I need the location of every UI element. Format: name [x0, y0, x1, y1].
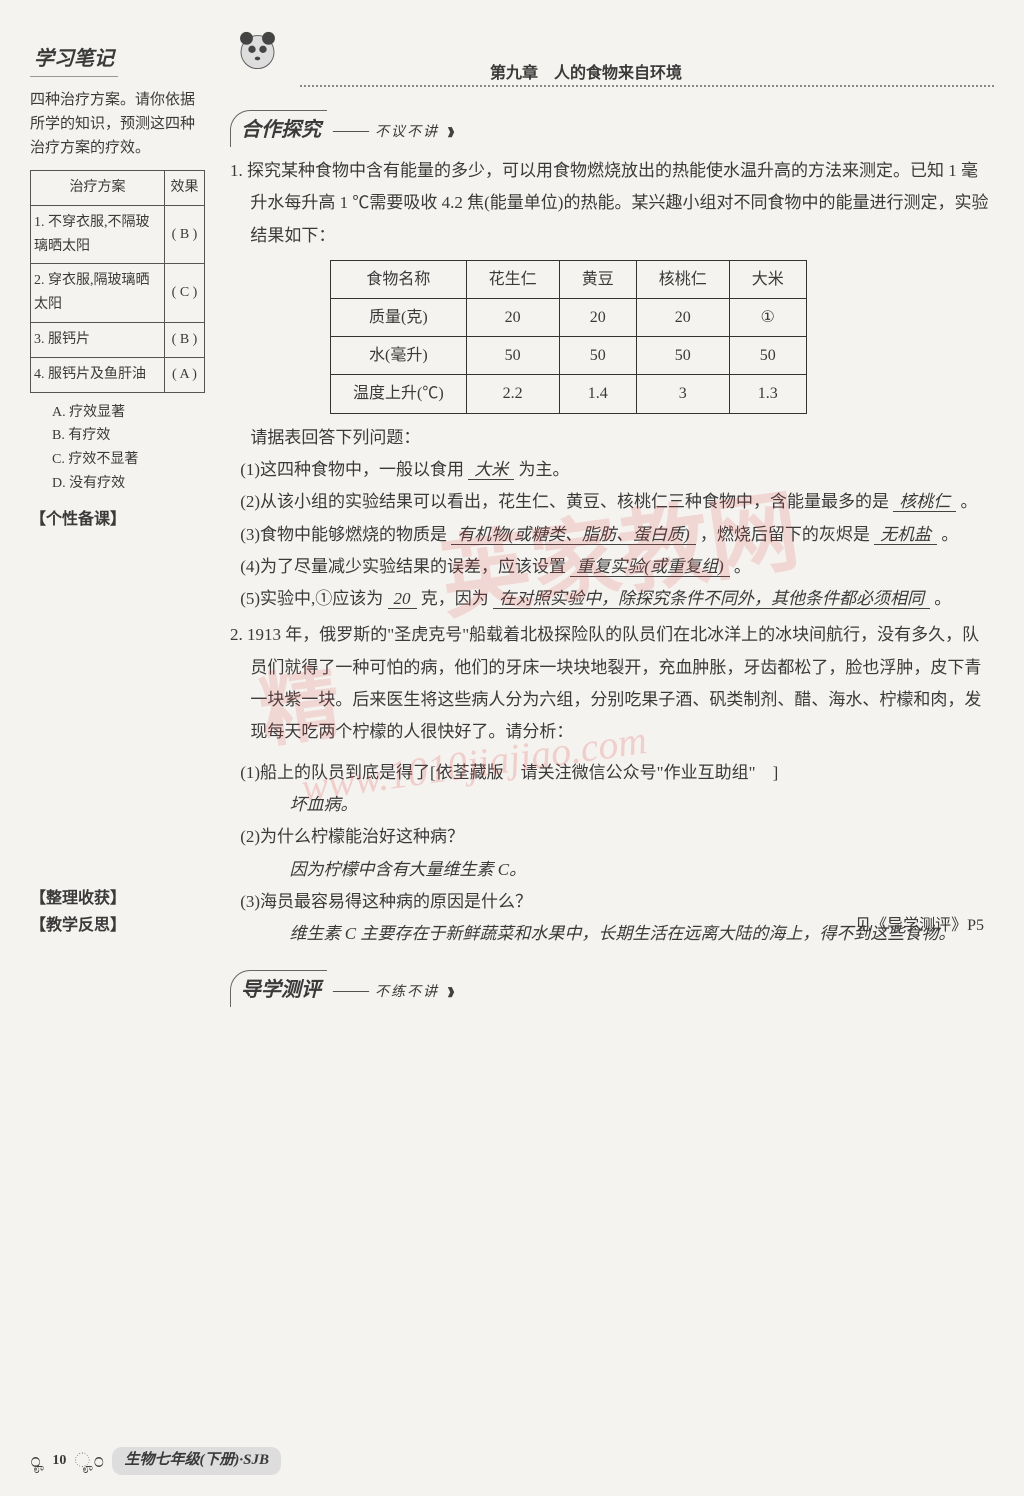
section-header-2: 导学测评 —— 不练不讲 》》》》	[230, 970, 994, 1007]
food-energy-table: 食物名称 花生仁 黄豆 核桃仁 大米 质量(克) 20 20 20 ① 水(毫升…	[330, 260, 807, 414]
table-row: 1. 不穿衣服,不隔玻璃晒太阳 ( B )	[31, 205, 205, 264]
q1-intro: 1. 探究某种食物中含有能量的多少，可以用食物燃烧放出的热能使水温升高的方法来测…	[250, 155, 994, 252]
chapter-title: 第九章 人的食物来自环境	[490, 60, 682, 87]
treatment-table: 治疗方案 效果 1. 不穿衣服,不隔玻璃晒太阳 ( B ) 2. 穿衣服,隔玻璃…	[30, 170, 205, 393]
q1-sub5: (5)实验中,①应该为 20 克，因为 在对照实验中，除探究条件不同外，其他条件…	[230, 583, 994, 615]
section-title: 导学测评	[230, 970, 327, 1007]
q1-sub4: (4)为了尽量减少实验结果的误差，应该设置 重复实验(或重复组) 。	[230, 551, 994, 583]
answer: 大米	[468, 460, 514, 480]
bottom-notes: 【整理收获】 【教学反思】	[30, 885, 126, 939]
q1-prompt: 请据表回答下列问题：	[230, 422, 994, 454]
q2-sub2: (2)为什么柠檬能治好这种病？	[230, 821, 994, 853]
option-d: D. 没有疗效	[52, 472, 205, 496]
section-subtitle: 不议不讲	[375, 121, 439, 145]
section-title: 合作探究	[230, 110, 327, 147]
q1-sub3: (3)食物中能够燃烧的物质是 有机物(或糖类、脂肪、蛋白质) ，燃烧后留下的灰烬…	[230, 519, 994, 551]
option-c: C. 疗效不显著	[52, 448, 205, 472]
sidebar-title: 学习笔记	[30, 42, 118, 77]
q2-sub1: (1)船上的队员到底是得了[依荃藏版 请关注微信公众号"作业互助组" ]	[230, 757, 994, 789]
sidebar-options: A. 疗效显著 B. 有疗效 C. 疗效不显著 D. 没有疗效	[30, 401, 205, 496]
header: 第九章 人的食物来自环境	[230, 30, 994, 100]
q1-sub1: (1)这四种食物中，一般以食用 大米 为主。	[230, 454, 994, 486]
table-row: 2. 穿衣服,隔玻璃晒太阳 ( C )	[31, 264, 205, 323]
table-row: 3. 服钙片 ( B )	[31, 322, 205, 357]
header-divider	[300, 85, 994, 87]
q2-sub2-ans: 因为柠檬中含有大量维生素 C。	[230, 854, 994, 886]
summary-note: 【整理收获】	[30, 885, 126, 912]
section-header-1: 合作探究 —— 不议不讲 》》》》	[230, 110, 994, 147]
sidebar-intro: 四种治疗方案。请你依据所学的知识，预测这四种治疗方案的疗效。	[30, 88, 205, 160]
q1-sub2: (2)从该小组的实验结果可以看出，花生仁、黄豆、核桃仁三种食物中，含能量最多的是…	[230, 486, 994, 518]
footer-text: 生物七年级(下册)·SJB	[112, 1447, 281, 1475]
answer: 核桃仁	[893, 492, 956, 512]
sidebar: 学习笔记 四种治疗方案。请你依据所学的知识，预测这四种治疗方案的疗效。 治疗方案…	[30, 42, 205, 533]
q2-sub1-ans: 坏血病。	[230, 789, 994, 821]
option-b: B. 有疗效	[52, 424, 205, 448]
reflection-note: 【教学反思】	[30, 912, 126, 939]
page-number: 10	[52, 1449, 66, 1473]
table-row: 温度上升(℃) 2.2 1.4 3 1.3	[331, 375, 807, 413]
table-row: 水(毫升) 50 50 50 50	[331, 337, 807, 375]
answer: 重复实验(或重复组)	[570, 557, 729, 577]
q2-intro: 2. 1913 年，俄罗斯的"圣虎克号"船载着北极探险队的队员们在北冰洋上的冰块…	[250, 619, 994, 748]
footer-ornament-icon: ೄ೦	[74, 1444, 104, 1478]
table-row: 质量(克) 20 20 20 ①	[331, 299, 807, 337]
arrow-icon: 》》》》	[449, 124, 453, 143]
section-subtitle: 不练不讲	[375, 981, 439, 1005]
panda-icon	[230, 20, 285, 75]
answer: 20	[388, 589, 417, 609]
answer: 无机盐	[874, 525, 937, 545]
question-2: 2. 1913 年，俄罗斯的"圣虎克号"船载着北极探险队的队员们在北冰洋上的冰块…	[230, 619, 994, 748]
personal-prep-note: 【个性备课】	[30, 506, 205, 533]
option-a: A. 疗效显著	[52, 401, 205, 425]
question-1: 1. 探究某种食物中含有能量的多少，可以用食物燃烧放出的热能使水温升高的方法来测…	[230, 155, 994, 252]
table-header: 效果	[165, 171, 205, 206]
footer-ornament-icon: ೦ೄ	[30, 1444, 44, 1478]
reference-text: 见《导学测评》P5	[855, 912, 984, 939]
main-content: 合作探究 —— 不议不讲 》》》》 1. 探究某种食物中含有能量的多少，可以用食…	[230, 110, 994, 1007]
arrow-icon: 》》》》	[449, 984, 453, 1003]
table-header: 治疗方案	[31, 171, 165, 206]
answer: 在对照实验中，除探究条件不同外，其他条件都必须相同	[493, 589, 930, 609]
table-row: 4. 服钙片及鱼肝油 ( A )	[31, 357, 205, 392]
footer: ೦ೄ 10 ೄ೦ 生物七年级(下册)·SJB	[30, 1444, 281, 1478]
answer: 有机物(或糖类、脂肪、蛋白质)	[451, 525, 695, 545]
